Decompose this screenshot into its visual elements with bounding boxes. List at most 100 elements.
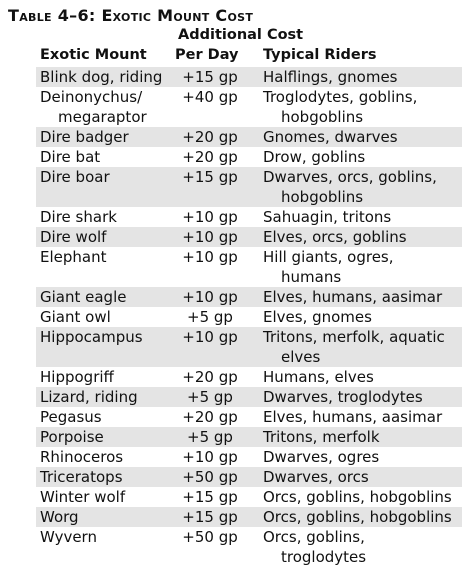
mount-name: Porpoise	[40, 427, 172, 447]
mount-name: Lizard, riding	[40, 387, 172, 407]
mount-name-line: Pegasus	[40, 408, 102, 426]
column-header-per-day: Per Day	[175, 47, 239, 63]
table-row: Wyvern +50 gp Orcs, goblins, troglodytes	[36, 527, 462, 567]
typical-riders-line: Dwarves, ogres	[263, 448, 380, 466]
typical-riders-line: Drow, goblins	[263, 148, 366, 166]
table-row: Hippogriff +20 gp Humans, elves	[36, 367, 462, 387]
mount-name: Hippocampus	[40, 327, 172, 347]
mount-name-line: Porpoise	[40, 428, 104, 446]
mount-name-line: Dire bat	[40, 148, 101, 166]
table-row: Pegasus +20 gp Elves, humans, aasimar	[36, 407, 462, 427]
typical-riders-line: Troglodytes, goblins,	[263, 88, 418, 106]
mount-name-line: Blink dog, riding	[40, 68, 163, 86]
typical-riders: Dwarves, orcs, goblins, hobgoblins	[263, 167, 462, 207]
typical-riders: Gnomes, dwarves	[263, 127, 462, 147]
table-row: Dire bat +20 gp Drow, goblins	[36, 147, 462, 167]
mount-name-line: Winter wolf	[40, 488, 126, 506]
typical-riders: Humans, elves	[263, 367, 462, 387]
typical-riders-line: Orcs, goblins, hobgoblins	[263, 488, 452, 506]
typical-riders: Dwarves, ogres	[263, 447, 462, 467]
mount-name: Elephant	[40, 247, 172, 267]
mount-name-line: Lizard, riding	[40, 388, 138, 406]
mount-name: Worg	[40, 507, 172, 527]
typical-riders: Tritons, merfolk	[263, 427, 462, 447]
mount-name: Giant owl	[40, 307, 172, 327]
typical-riders: Orcs, goblins, troglodytes	[263, 527, 462, 567]
table-row: Hippocampus +10 gp Tritons, merfolk, aquat…	[36, 327, 462, 367]
mount-name-line: megaraptor	[58, 108, 147, 126]
per-day-cost: +15 gp	[182, 488, 238, 506]
typical-riders-line: Hill giants, ogres,	[263, 248, 394, 266]
table-row: Giant owl +5 gp Elves, gnomes	[36, 307, 462, 327]
mount-name: Dire shark	[40, 207, 172, 227]
per-day-cost: +15 gp	[182, 508, 238, 526]
typical-riders: Sahuagin, tritons	[263, 207, 462, 227]
typical-riders-line: Humans, elves	[263, 368, 374, 386]
typical-riders: Orcs, goblins, hobgoblins	[263, 487, 462, 507]
per-day-cost: +10 gp	[182, 228, 238, 246]
mount-name-line: Giant eagle	[40, 288, 127, 306]
mount-name-line: Worg	[40, 508, 79, 526]
per-day-cost: +40 gp	[182, 88, 238, 106]
typical-riders: Elves, gnomes	[263, 307, 462, 327]
typical-riders: Drow, goblins	[263, 147, 462, 167]
per-day-cost: +20 gp	[182, 148, 238, 166]
table-row: Elephant +10 gp Hill giants, ogres, humans	[36, 247, 462, 287]
mount-name: Triceratops	[40, 467, 172, 487]
typical-riders-line: Gnomes, dwarves	[263, 128, 398, 146]
mount-name-line: Dire boar	[40, 168, 110, 186]
mount-name: Pegasus	[40, 407, 172, 427]
per-day-cost: +5 gp	[187, 308, 233, 326]
table-row: Dire boar +15 gp Dwarves, orcs, goblins, ho…	[36, 167, 462, 207]
typical-riders: Halflings, gnomes	[263, 67, 462, 87]
table-row: Rhinoceros +10 gp Dwarves, ogres	[36, 447, 462, 467]
typical-riders-line: Dwarves, troglodytes	[263, 388, 423, 406]
typical-riders-line: Elves, humans, aasimar	[263, 288, 443, 306]
mount-name: Wyvern	[40, 527, 172, 547]
typical-riders-line: hobgoblins	[281, 108, 364, 126]
mount-name: Rhinoceros	[40, 447, 172, 467]
table-row: Lizard, riding +5 gp Dwarves, troglodytes	[36, 387, 462, 407]
typical-riders-line: humans	[281, 268, 342, 286]
mount-name: Dire boar	[40, 167, 172, 187]
mount-name-line: Elephant	[40, 248, 107, 266]
column-header-riders: Typical Riders	[263, 47, 377, 63]
table-row: Triceratops +50 gp Dwarves, orcs	[36, 467, 462, 487]
per-day-cost: +10 gp	[182, 248, 238, 266]
typical-riders-line: Sahuagin, tritons	[263, 208, 392, 226]
mount-name-line: Dire shark	[40, 208, 117, 226]
table-row: Porpoise +5 gp Tritons, merfolk	[36, 427, 462, 447]
typical-riders-line: troglodytes	[281, 548, 367, 566]
table-row: Dire shark +10 gp Sahuagin, tritons	[36, 207, 462, 227]
table-row: Worg +15 gp Orcs, goblins, hobgoblins	[36, 507, 462, 527]
mount-name: Dire bat	[40, 147, 172, 167]
mount-name: Dire wolf	[40, 227, 172, 247]
table-row: Blink dog, riding +15 gp Halflings, gnomes	[36, 67, 462, 87]
mount-name: Hippogriff	[40, 367, 172, 387]
per-day-cost: +10 gp	[182, 448, 238, 466]
mount-name-line: Triceratops	[40, 468, 123, 486]
typical-riders: Elves, humans, aasimar	[263, 407, 462, 427]
cost-subheading: Additional Cost	[178, 27, 304, 43]
typical-riders-line: Tritons, merfolk	[263, 428, 380, 446]
per-day-cost: +10 gp	[182, 208, 238, 226]
mount-name: Giant eagle	[40, 287, 172, 307]
typical-riders-line: Elves, humans, aasimar	[263, 408, 443, 426]
mount-name: Winter wolf	[40, 487, 172, 507]
mount-name-line: Rhinoceros	[40, 448, 124, 466]
per-day-cost: +50 gp	[182, 528, 238, 546]
per-day-cost: +5 gp	[187, 428, 233, 446]
mount-name-line: Dire wolf	[40, 228, 107, 246]
table-row: Dire wolf +10 gp Elves, orcs, goblins	[36, 227, 462, 247]
typical-riders: Troglodytes, goblins, hobgoblins	[263, 87, 462, 127]
mount-name-line: Dire badger	[40, 128, 129, 146]
per-day-cost: +5 gp	[187, 388, 233, 406]
per-day-cost: +10 gp	[182, 288, 238, 306]
table-row: Giant eagle +10 gp Elves, humans, aasimar	[36, 287, 462, 307]
typical-riders-line: Orcs, goblins, hobgoblins	[263, 508, 452, 526]
table-row: Winter wolf +15 gp Orcs, goblins, hobgobli…	[36, 487, 462, 507]
per-day-cost: +50 gp	[182, 468, 238, 486]
mount-name-line: Deinonychus/	[40, 88, 143, 106]
typical-riders-line: Halflings, gnomes	[263, 68, 398, 86]
mount-name: Blink dog, riding	[40, 67, 172, 87]
